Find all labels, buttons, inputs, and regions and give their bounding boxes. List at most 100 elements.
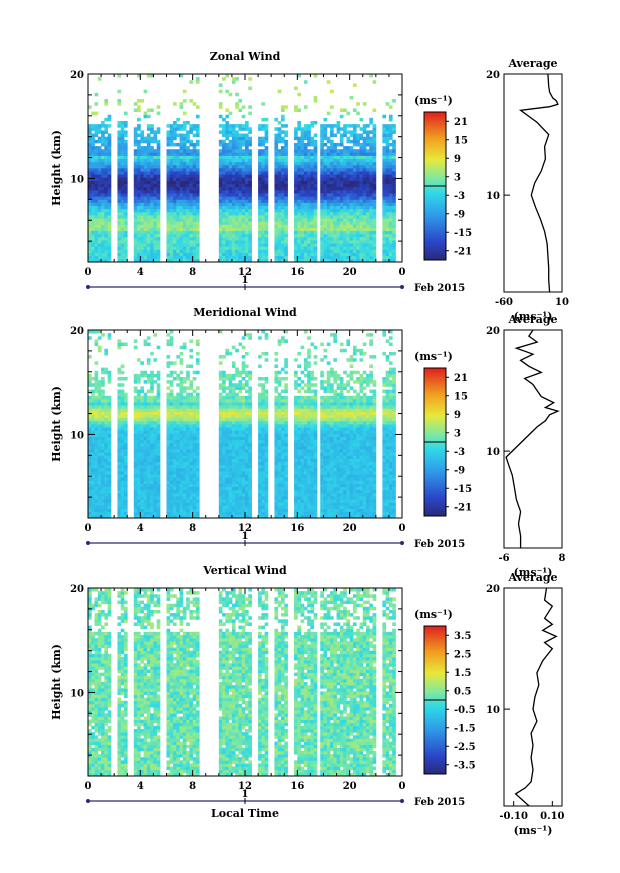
heat-cell	[362, 146, 367, 150]
heat-cell	[382, 133, 387, 138]
heat-cell	[362, 246, 367, 250]
heat-cell	[300, 149, 305, 153]
heat-cell	[156, 483, 161, 488]
heat-cell	[166, 380, 171, 384]
heat-cell	[97, 161, 102, 166]
heat-cell	[104, 439, 109, 444]
heat-cell	[88, 436, 92, 441]
heat-cell	[192, 208, 197, 213]
heat-cell	[258, 149, 262, 153]
heat-cell	[97, 205, 102, 210]
heat-cell	[140, 370, 144, 375]
heat-cell	[120, 474, 125, 478]
heat-cell	[349, 246, 354, 250]
heat-cell	[235, 348, 239, 353]
heat-cell	[133, 236, 138, 241]
heat-cell	[222, 189, 226, 194]
heat-cell	[91, 230, 95, 235]
heat-cell	[261, 196, 266, 200]
heat-cell	[123, 442, 128, 447]
heat-cell	[104, 496, 109, 500]
heat-cell	[120, 442, 125, 447]
heat-cell	[150, 402, 154, 406]
heat-cell	[195, 455, 200, 459]
heat-cell	[222, 186, 226, 191]
heat-cell	[88, 230, 92, 235]
heat-cell	[277, 249, 282, 253]
heat-cell	[117, 121, 122, 125]
heat-cell	[104, 420, 109, 425]
heat-cell	[336, 205, 341, 210]
heat-cell	[143, 427, 148, 431]
heat-cell	[88, 427, 92, 431]
heat-cell	[146, 496, 151, 500]
heat-cell	[169, 152, 174, 156]
heat-cell	[235, 255, 239, 260]
heat-cell	[91, 467, 95, 472]
heat-cell	[166, 342, 171, 347]
heat-cell	[222, 180, 226, 185]
heat-cell	[195, 114, 200, 119]
heat-cell	[143, 474, 148, 478]
heat-cell	[300, 171, 305, 175]
heat-cell	[104, 164, 109, 169]
heat-cell	[97, 336, 102, 340]
heat-cell	[218, 496, 223, 500]
heat-cell	[153, 249, 158, 253]
heat-cell	[303, 255, 308, 260]
heat-cell	[107, 442, 112, 447]
heat-cell	[238, 402, 243, 406]
heat-cell	[339, 252, 344, 257]
heat-cell	[133, 452, 138, 456]
heat-cell	[235, 158, 239, 163]
heat-cell	[173, 458, 177, 462]
heat-cell	[150, 395, 154, 400]
heat-cell	[94, 180, 99, 185]
heat-cell	[280, 139, 285, 144]
heat-cell	[218, 505, 223, 509]
heat-cell	[218, 142, 223, 147]
heat-cell	[101, 233, 105, 238]
heat-cell	[362, 202, 367, 206]
heat-cell	[372, 171, 377, 175]
heat-cell	[156, 211, 161, 216]
heat-cell	[186, 193, 190, 197]
heat-cell	[143, 171, 148, 175]
heat-cell	[189, 252, 194, 257]
heat-cell	[137, 74, 141, 78]
heat-cell	[231, 505, 236, 509]
heat-cell	[195, 255, 200, 260]
heat-cell	[274, 127, 279, 131]
heat-cell	[284, 252, 288, 257]
heat-cell	[143, 424, 148, 428]
heat-cell	[140, 386, 144, 390]
heat-cell	[385, 233, 390, 238]
heat-cell	[372, 136, 377, 141]
heat-cell	[280, 243, 285, 247]
heat-cell	[153, 174, 158, 178]
heat-cell	[143, 152, 148, 156]
heat-cell	[228, 168, 233, 172]
heat-cell	[222, 211, 226, 216]
heat-cell	[333, 152, 337, 156]
heat-cell	[143, 411, 148, 415]
heat-cell	[372, 158, 377, 163]
heat-cell	[382, 180, 387, 185]
heat-cell	[153, 258, 158, 263]
heat-cell	[323, 164, 328, 169]
heat-cell	[101, 442, 105, 447]
heat-cell	[326, 230, 331, 235]
heat-cell	[192, 442, 197, 447]
heat-cell	[356, 205, 360, 210]
heat-cell	[169, 249, 174, 253]
heat-cell	[182, 458, 187, 462]
heat-cell	[140, 427, 144, 431]
heat-cell	[330, 227, 334, 232]
heat-cell	[117, 471, 122, 475]
heat-cell	[228, 474, 233, 478]
heat-cell	[392, 202, 396, 206]
heat-cell	[222, 474, 226, 478]
heat-cell	[333, 211, 337, 216]
heat-cell	[320, 224, 324, 228]
heat-cell	[186, 508, 190, 513]
